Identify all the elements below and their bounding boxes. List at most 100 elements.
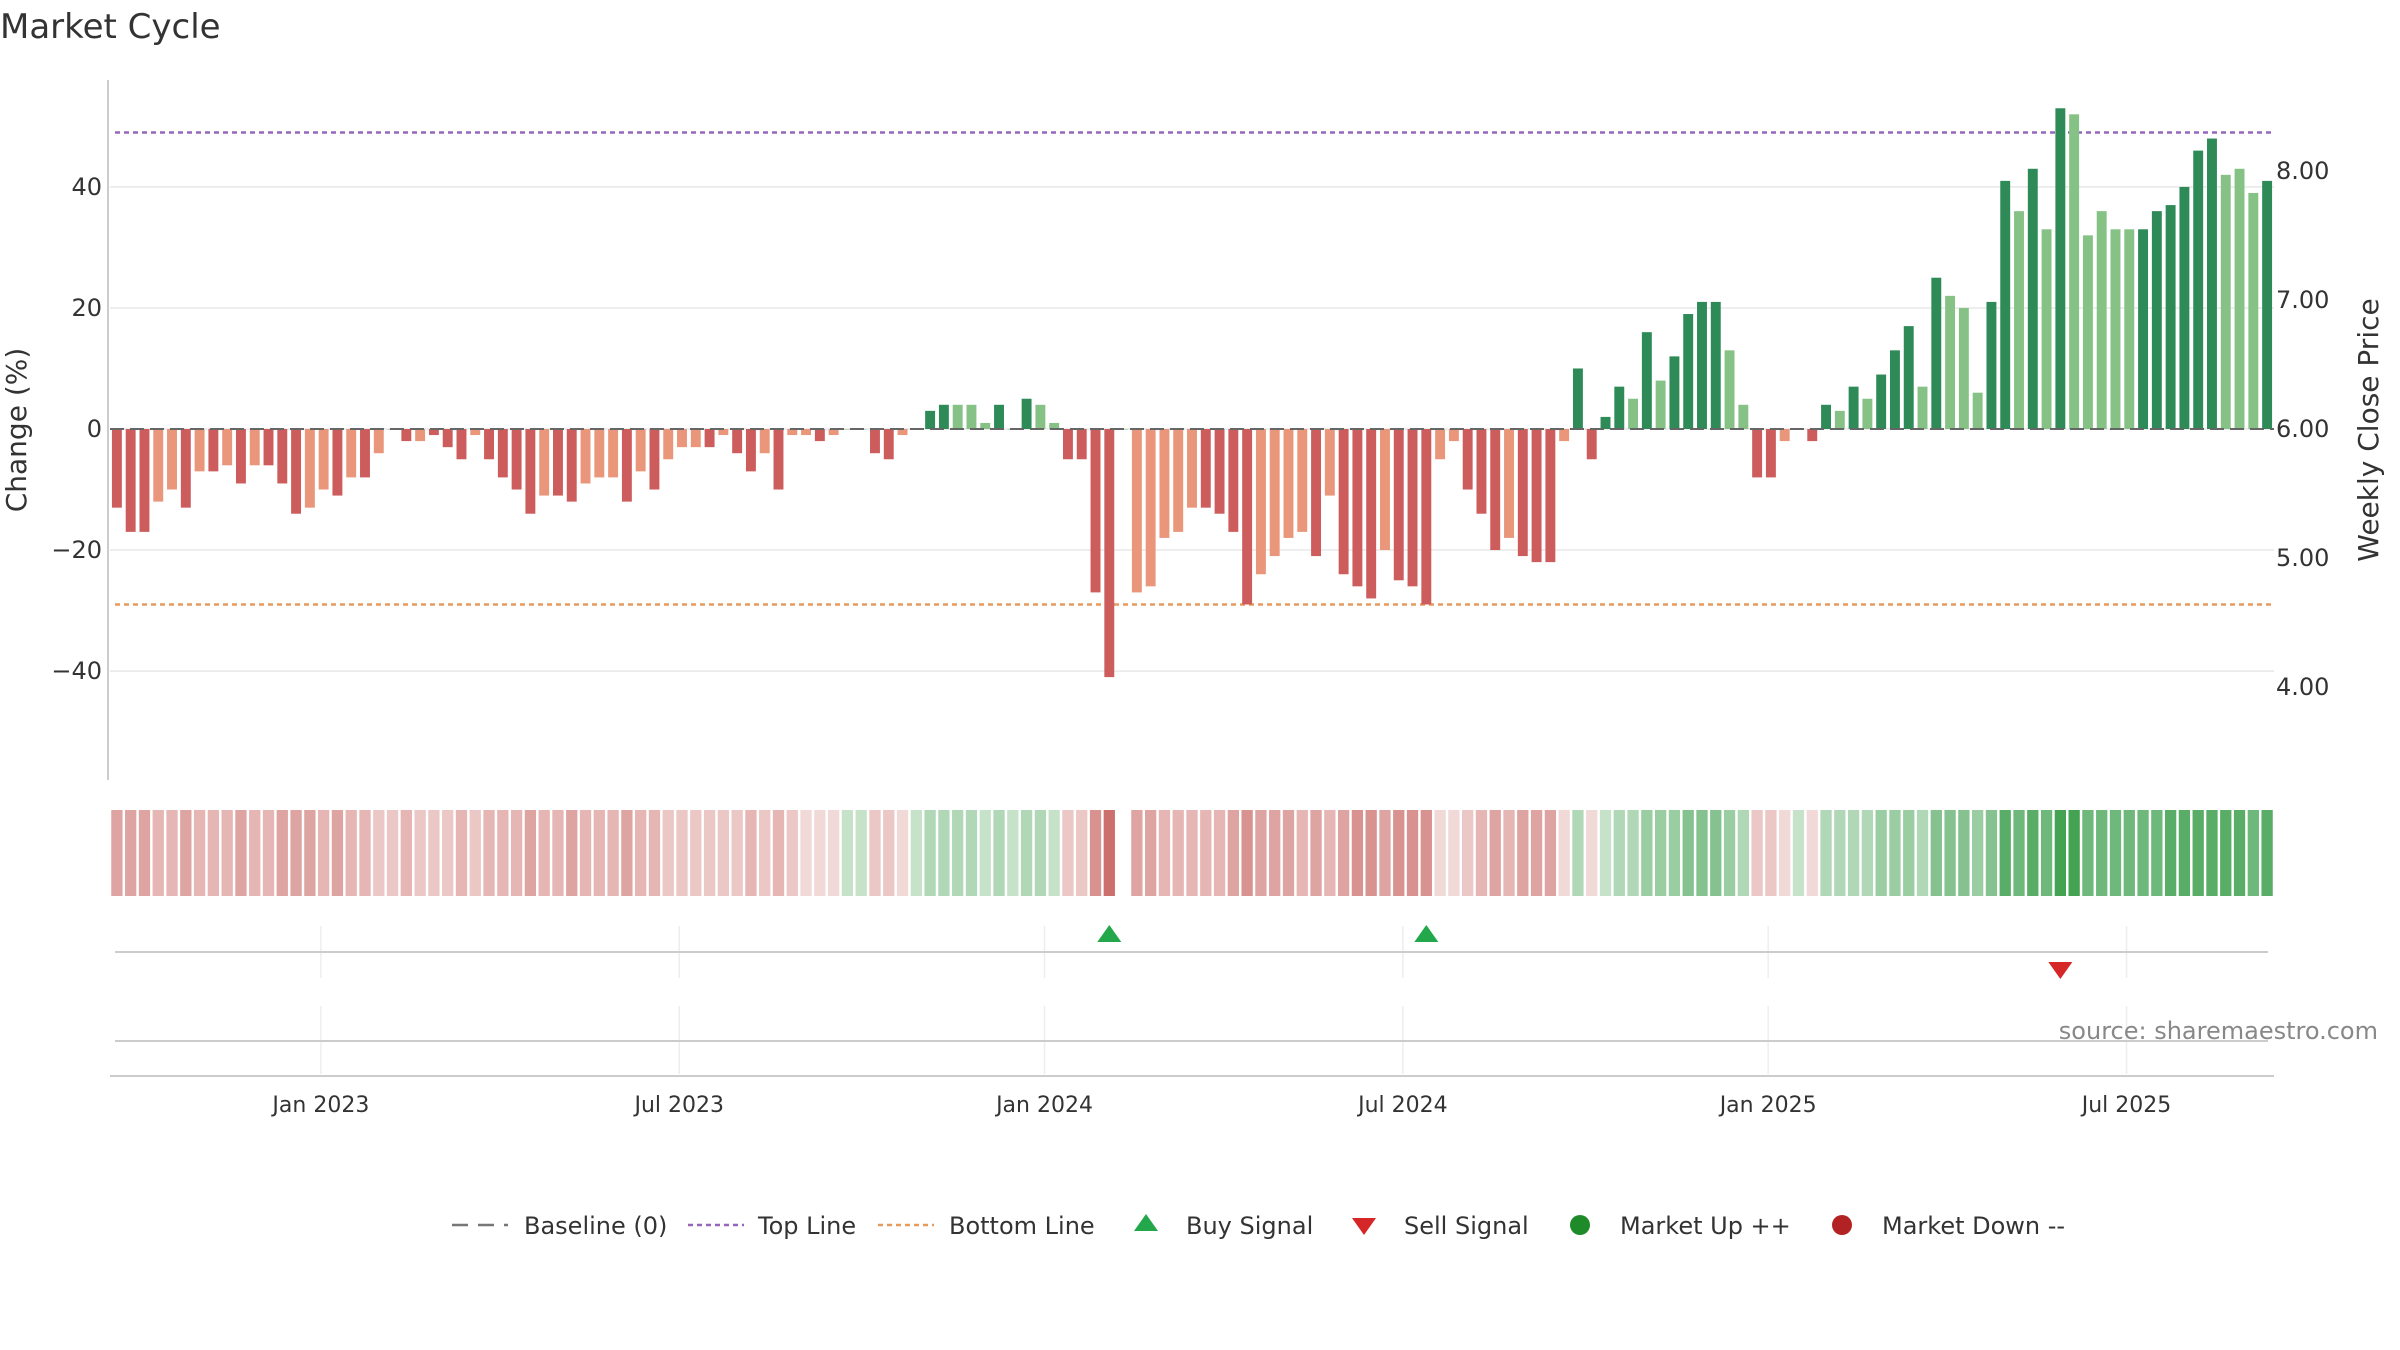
cycle-cell (593, 810, 605, 896)
cycle-cell (1020, 810, 1033, 896)
cycle-cell (249, 810, 261, 896)
cycle-cell (1696, 810, 1708, 896)
y-tick-label: −20 (51, 536, 102, 564)
bar (814, 429, 825, 442)
cycle-cell (1255, 810, 1267, 896)
cycle-cell (1282, 810, 1295, 896)
bar (1972, 392, 1983, 429)
bar (1821, 404, 1831, 429)
cycle-cell (979, 810, 991, 896)
cycle-cell (648, 810, 661, 896)
cycle-cell (290, 810, 302, 896)
cycle-cell (1434, 810, 1446, 896)
cycle-cell (1062, 810, 1074, 896)
bar (649, 429, 660, 490)
cycle-cell (924, 810, 936, 896)
cycle-cell (827, 810, 840, 896)
bar (1145, 429, 1156, 587)
cycle-cell (1751, 810, 1763, 896)
bar (208, 429, 219, 472)
x-tick-label: Jul 2023 (632, 1093, 724, 1118)
cycle-cell (262, 810, 275, 896)
bar (1669, 356, 1680, 429)
cycle-cell (1379, 810, 1391, 896)
cycle-cell (2151, 810, 2163, 896)
cycle-cell (1213, 810, 1226, 896)
cycle-cell (1806, 810, 1818, 896)
cycle-cell (965, 810, 978, 896)
bar (484, 429, 494, 460)
cycle-cell (359, 810, 371, 896)
y2-tick-label: 6.00 (2276, 415, 2329, 443)
bar (1862, 398, 1873, 429)
cycle-cell (442, 810, 454, 896)
bar (249, 429, 260, 466)
bar (1462, 429, 1473, 490)
bar (842, 429, 853, 430)
bar (1421, 429, 1432, 605)
cycle-cell (2192, 810, 2204, 896)
cycle-cell (1861, 810, 1874, 896)
cycle-cell (2164, 810, 2177, 896)
cycle-cell (483, 810, 495, 896)
bar (1393, 429, 1404, 581)
cycle-cell (552, 810, 564, 896)
cycle-cell (1820, 810, 1832, 896)
bar (1600, 416, 1611, 429)
y2-axis-title: Weekly Close Price (2352, 298, 2385, 561)
cycle-cell (1613, 810, 1625, 896)
bar (1049, 422, 1060, 429)
cycle-cell (1145, 810, 1157, 896)
bar (952, 404, 963, 429)
bar (1724, 350, 1735, 429)
bar (1035, 404, 1046, 429)
bar (1214, 429, 1225, 514)
bar (2124, 229, 2135, 429)
legend-label: Sell Signal (1404, 1212, 1529, 1240)
bar (1572, 368, 1583, 429)
legend-label: Baseline (0) (524, 1212, 667, 1240)
bar (828, 429, 839, 436)
bar (1559, 429, 1570, 442)
chart-title: Market Cycle (0, 7, 221, 47)
cycle-cell (2206, 810, 2218, 896)
bar (1876, 374, 1887, 429)
cycle-cell (759, 810, 771, 896)
bar (332, 429, 343, 496)
bar (1834, 410, 1845, 429)
bar (263, 429, 274, 466)
cycle-cell (510, 810, 523, 896)
bar (1242, 429, 1253, 605)
bar (608, 429, 619, 478)
bar (167, 429, 177, 490)
y-tick-label: −40 (51, 657, 102, 685)
bar (1848, 386, 1859, 429)
legend-swatch (1134, 1214, 1158, 1231)
bar (1779, 429, 1790, 442)
cycle-cell (1889, 810, 1901, 896)
cycle-cell (1586, 810, 1598, 896)
cycle-cell (1393, 810, 1405, 896)
bar (2179, 186, 2190, 429)
y-axis-ticks: 40 20 0 −20 −40 (51, 173, 102, 685)
cycle-cell (1172, 810, 1184, 896)
bar (1338, 429, 1349, 575)
cycle-cell (1489, 810, 1501, 896)
cycle-cell (1999, 810, 2011, 896)
bar (2082, 235, 2093, 429)
bar (111, 429, 122, 508)
bar (1710, 301, 1721, 429)
cycle-cell (166, 810, 178, 896)
cycle-cell (373, 810, 385, 896)
cycle-cell (1599, 810, 1612, 896)
bar (1655, 380, 1666, 429)
bar (1889, 350, 1900, 429)
bar (539, 429, 550, 496)
cycle-cell (1076, 810, 1088, 896)
bar (1683, 314, 1694, 429)
bars (111, 108, 2273, 678)
y-tick-label: 40 (71, 173, 102, 201)
bar (1697, 301, 1707, 429)
bar (2248, 192, 2259, 429)
